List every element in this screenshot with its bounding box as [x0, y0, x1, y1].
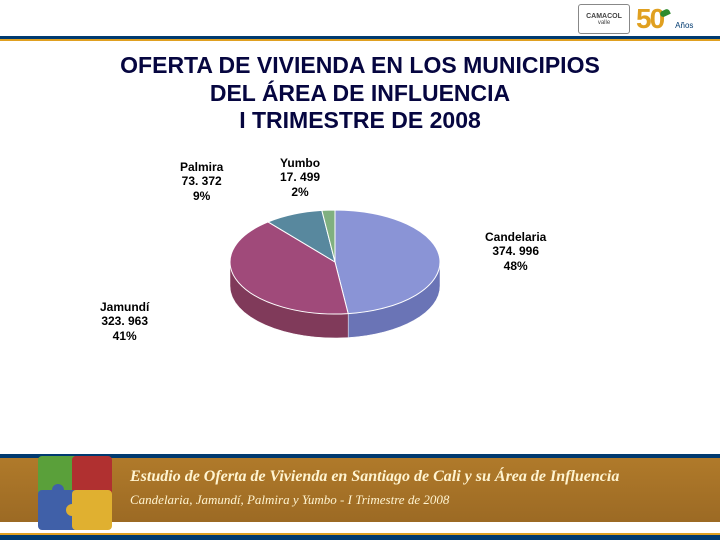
page-title: OFERTA DE VIVIENDA EN LOS MUNICIPIOS DEL… — [0, 52, 720, 135]
label-yumbo-value: 17. 499 — [280, 170, 320, 184]
logo: CAMACOL valle 50 Años — [578, 2, 708, 36]
label-jamundi-value: 323. 963 — [100, 314, 149, 328]
label-candelaria: Candelaria 374. 996 48% — [485, 230, 546, 273]
logo-50-icon: 50 Años — [636, 3, 693, 35]
footer-bottom-dark — [0, 535, 720, 540]
logo-years: Años — [675, 21, 693, 30]
label-palmira: Palmira 73. 372 9% — [180, 160, 223, 203]
puzzle-icon — [28, 452, 118, 530]
logo-subbrand-text: valle — [598, 20, 610, 26]
label-candelaria-pct: 48% — [485, 259, 546, 273]
label-candelaria-name: Candelaria — [485, 230, 546, 244]
puzzle-piece-yellow — [72, 490, 112, 530]
label-palmira-pct: 9% — [180, 189, 223, 203]
label-palmira-value: 73. 372 — [180, 174, 223, 188]
logo-brand-text: CAMACOL — [586, 13, 622, 20]
pie-chart: Palmira 73. 372 9% Yumbo 17. 499 2% Cand… — [90, 160, 630, 420]
label-jamundi-name: Jamundí — [100, 300, 149, 314]
footer-subtitle: Candelaria, Jamundí, Palmira y Yumbo - I… — [130, 492, 449, 508]
header-rule-accent — [0, 39, 720, 41]
label-jamundi-pct: 41% — [100, 329, 149, 343]
label-candelaria-value: 374. 996 — [485, 244, 546, 258]
slide-root: CAMACOL valle 50 Años OFERTA DE VIVIENDA… — [0, 0, 720, 540]
logo-badge: CAMACOL valle — [578, 4, 630, 34]
title-line-3: I TRIMESTRE DE 2008 — [0, 107, 720, 135]
label-palmira-name: Palmira — [180, 160, 223, 174]
label-jamundi: Jamundí 323. 963 41% — [100, 300, 149, 343]
pie-svg — [220, 190, 450, 360]
label-yumbo-name: Yumbo — [280, 156, 320, 170]
title-line-2: DEL ÁREA DE INFLUENCIA — [0, 80, 720, 108]
label-yumbo: Yumbo 17. 499 2% — [280, 156, 320, 199]
label-yumbo-pct: 2% — [280, 185, 320, 199]
logo-number: 50 — [636, 3, 663, 35]
footer-title: Estudio de Oferta de Vivienda en Santiag… — [130, 468, 619, 486]
title-line-1: OFERTA DE VIVIENDA EN LOS MUNICIPIOS — [0, 52, 720, 80]
